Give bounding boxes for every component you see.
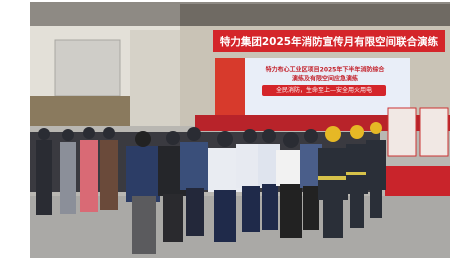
shutter-door <box>55 40 120 96</box>
backdrop-subtitle: 演练及有限空间应急演练 <box>292 75 358 83</box>
photo: 特力集团2025年消防宣传月有限空间联合演练 特力布心工业区项目2025年下半年… <box>0 0 472 261</box>
pillar <box>130 30 180 126</box>
backdrop-flag <box>215 58 245 116</box>
backdrop-slogan: 全民消防，生命至上—安全用火用电 <box>276 86 372 94</box>
roof-structure <box>180 4 450 26</box>
display-board <box>420 108 448 156</box>
posters <box>30 96 130 126</box>
display-board <box>388 108 416 156</box>
banner-text: 特力集团2025年消防宣传月有限空间联合演练 <box>220 35 439 48</box>
backdrop-title: 特力布心工业区项目2025年下半年消防综合 <box>266 66 386 74</box>
red-table <box>385 166 450 196</box>
